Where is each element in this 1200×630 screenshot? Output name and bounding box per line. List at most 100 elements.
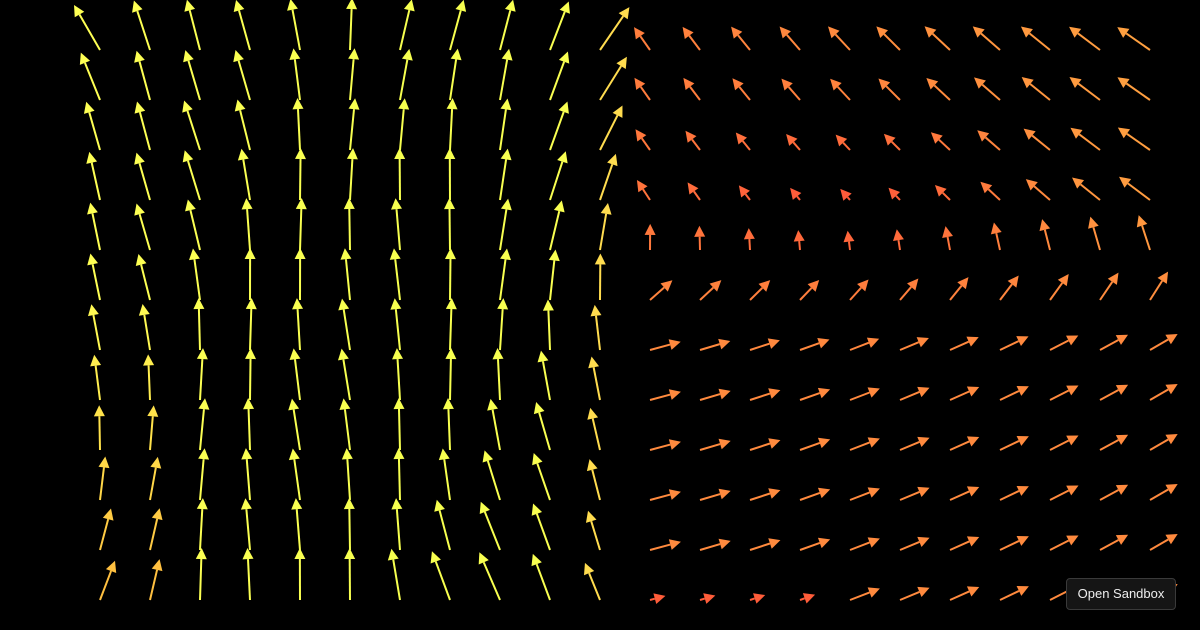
arrow-shaft (394, 259, 401, 301)
arrow-head (389, 248, 401, 260)
arrow-head (500, 98, 512, 111)
arrow-head (1115, 484, 1129, 495)
arrow-head (634, 27, 645, 40)
arrow-shaft (899, 541, 920, 551)
arrow-head (930, 132, 943, 144)
arrow-head (636, 180, 648, 193)
arrow-head (768, 388, 781, 399)
arrow-shaft (342, 309, 351, 351)
arrow-head (289, 348, 301, 360)
arrow-shaft (245, 459, 251, 501)
arrow-head (883, 133, 896, 146)
arrow-head (135, 253, 147, 266)
arrow-head (1016, 535, 1029, 546)
arrow-head (588, 356, 600, 369)
arrow-shaft (949, 490, 970, 501)
arrow-shaft (549, 161, 564, 201)
arrow-head (292, 298, 304, 310)
arrow-head (558, 101, 569, 114)
arrow-shaft (1127, 182, 1151, 201)
arrow-shaft (1099, 439, 1119, 451)
arrow-head (942, 226, 953, 239)
arrow-head (840, 188, 852, 201)
arrow-head (1117, 127, 1131, 139)
arrow-shaft (849, 341, 870, 351)
arrow-shaft (899, 591, 920, 601)
arrow-shaft (1049, 282, 1064, 301)
arrow-shaft (247, 559, 251, 601)
arrow-shaft (1028, 32, 1051, 51)
arrow-shaft (798, 241, 801, 251)
arrow-shaft (883, 33, 901, 51)
arrow-shaft (1141, 225, 1151, 251)
arrow-head (1115, 334, 1129, 345)
arrow-head (79, 52, 91, 65)
arrow-head (767, 338, 780, 349)
arrow-shaft (187, 160, 201, 201)
arrow-head (295, 148, 307, 160)
arrow-head (594, 253, 606, 265)
arrow-head (151, 508, 163, 521)
arrow-shaft (94, 365, 101, 401)
arrow-shaft (1092, 226, 1101, 251)
arrow-head (907, 278, 919, 291)
arrow-shaft (890, 140, 901, 151)
arrow-shaft (482, 561, 501, 601)
arrow-head (1165, 384, 1178, 395)
arrow-shaft (749, 542, 771, 551)
arrow-head (344, 548, 356, 560)
arrow-shaft (980, 32, 1001, 51)
arrow-shaft (786, 34, 801, 51)
arrow-head (455, 0, 467, 12)
arrow-head (1016, 485, 1029, 496)
arrow-shaft (349, 159, 354, 201)
arrow-shaft (693, 190, 701, 201)
arrow-head (1039, 219, 1051, 232)
arrow-head (138, 304, 150, 316)
arrow-shaft (237, 60, 251, 101)
arrow-head (687, 182, 699, 195)
arrow-head (445, 348, 457, 360)
arrow-shaft (799, 597, 806, 601)
arrow-head (1069, 26, 1082, 38)
arrow-head (403, 0, 415, 12)
arrow-head (644, 223, 656, 235)
arrow-head (240, 498, 252, 510)
arrow-shaft (1149, 538, 1169, 551)
arrow-head (753, 593, 766, 604)
arrow-head (817, 537, 831, 549)
arrow-head (1157, 271, 1169, 284)
arrow-shaft (149, 467, 157, 501)
arrow-shaft (99, 518, 110, 551)
arrow-shaft (899, 341, 920, 351)
arrow-head (1066, 335, 1079, 346)
arrow-shaft (689, 86, 701, 101)
arrow-shaft (592, 367, 601, 401)
arrow-shaft (691, 138, 701, 151)
arrow-head (188, 248, 200, 261)
arrow-head (430, 551, 441, 564)
arrow-head (487, 398, 498, 411)
arrow-head (653, 593, 666, 605)
arrow-head (134, 50, 145, 63)
arrow-head (876, 26, 888, 38)
arrow-shaft (599, 15, 625, 51)
arrow-head (768, 488, 781, 499)
open-sandbox-button[interactable]: Open Sandbox (1066, 578, 1176, 610)
arrow-shaft (291, 9, 301, 51)
arrow-head (634, 77, 646, 90)
arrow-shaft (799, 392, 821, 401)
arrow-head (583, 562, 595, 576)
arrow-head (391, 198, 402, 210)
arrow-head (683, 77, 695, 91)
arrow-shaft (239, 109, 251, 151)
arrow-head (1016, 585, 1029, 596)
arrow-head (779, 26, 791, 39)
arrow-head (394, 148, 406, 160)
arrow-head (618, 7, 630, 20)
arrow-head (668, 539, 681, 550)
arrow-shaft (535, 563, 551, 601)
arrow-shaft (147, 365, 151, 401)
arrow-shaft (447, 408, 451, 451)
